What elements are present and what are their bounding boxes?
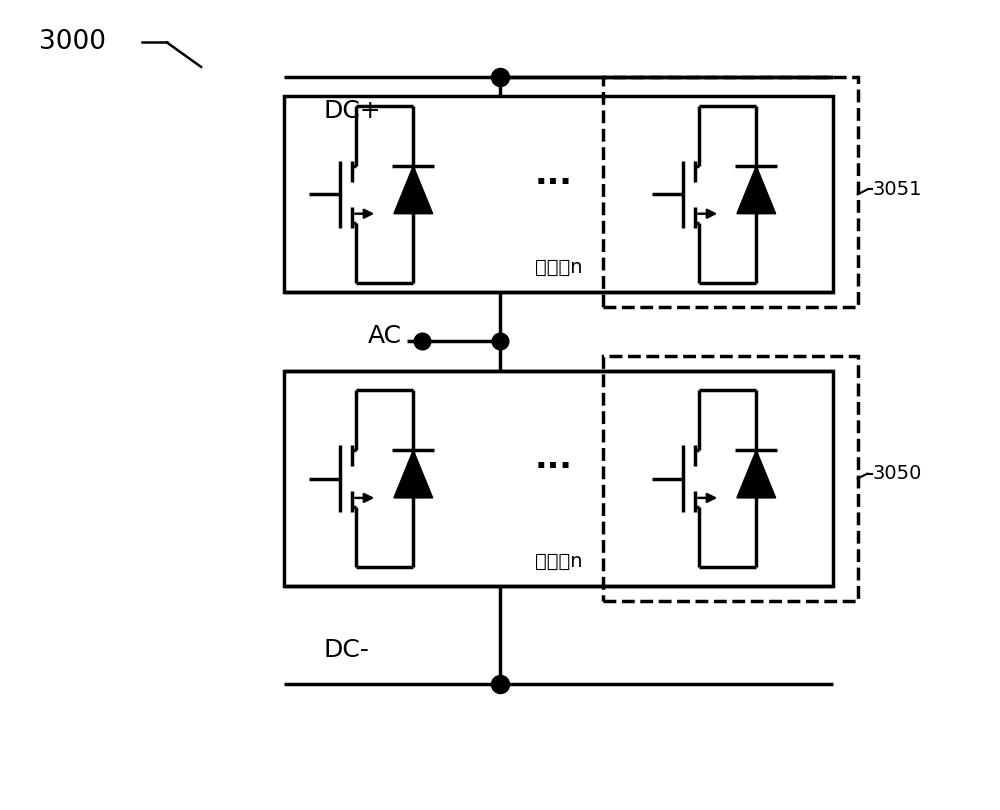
Text: ...: ... xyxy=(535,158,573,191)
Bar xyxy=(603,356,858,601)
Text: 3000: 3000 xyxy=(39,29,106,55)
Text: 并联数n: 并联数n xyxy=(535,258,583,277)
Polygon shape xyxy=(394,166,433,214)
Text: ...: ... xyxy=(535,442,573,475)
Polygon shape xyxy=(394,450,433,498)
Text: 并联数n: 并联数n xyxy=(535,552,583,571)
Text: DC-: DC- xyxy=(324,638,369,662)
Bar xyxy=(284,371,833,586)
Bar xyxy=(603,77,858,307)
Text: AC: AC xyxy=(368,324,402,348)
Bar xyxy=(284,96,833,292)
Polygon shape xyxy=(737,166,776,214)
Text: DC+: DC+ xyxy=(324,99,381,123)
Polygon shape xyxy=(737,450,776,498)
Text: 3050: 3050 xyxy=(872,464,922,483)
Text: 3051: 3051 xyxy=(872,180,922,199)
